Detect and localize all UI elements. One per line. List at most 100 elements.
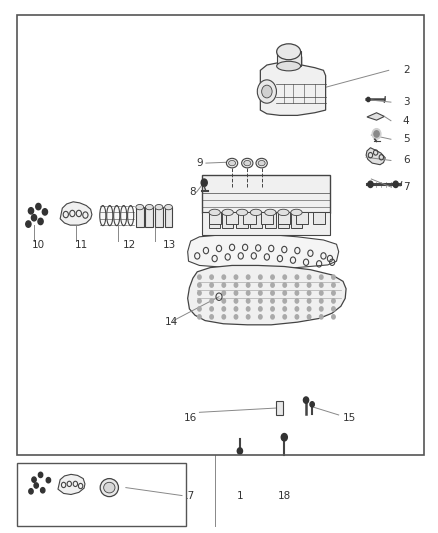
Circle shape [26, 221, 31, 227]
Circle shape [198, 307, 201, 311]
Ellipse shape [155, 205, 163, 210]
Circle shape [234, 275, 238, 279]
Circle shape [310, 402, 314, 407]
Text: 5: 5 [403, 134, 410, 144]
Circle shape [222, 315, 226, 319]
Circle shape [234, 283, 238, 287]
Circle shape [332, 315, 335, 319]
Text: 13: 13 [162, 240, 176, 251]
Circle shape [332, 307, 335, 311]
Ellipse shape [277, 61, 300, 71]
Circle shape [201, 179, 207, 187]
Circle shape [234, 291, 238, 295]
Ellipse shape [277, 44, 300, 60]
Bar [145, 207, 153, 227]
Bar [17, 463, 186, 526]
Ellipse shape [222, 209, 233, 216]
Circle shape [307, 291, 311, 295]
Bar [278, 213, 289, 228]
Circle shape [367, 98, 370, 102]
Text: 16: 16 [184, 413, 198, 423]
Circle shape [247, 275, 250, 279]
Circle shape [234, 315, 238, 319]
Circle shape [261, 85, 272, 98]
Circle shape [283, 307, 286, 311]
Circle shape [222, 275, 226, 279]
Bar [276, 401, 283, 415]
Circle shape [42, 209, 47, 215]
Circle shape [198, 283, 201, 287]
Circle shape [283, 283, 286, 287]
Ellipse shape [265, 209, 276, 216]
Circle shape [281, 433, 287, 441]
Bar [296, 213, 308, 224]
Ellipse shape [120, 206, 127, 225]
Polygon shape [367, 113, 385, 120]
Text: 6: 6 [403, 156, 410, 165]
Circle shape [210, 307, 213, 311]
Circle shape [41, 488, 45, 493]
Circle shape [271, 315, 274, 319]
Bar [278, 213, 290, 224]
Ellipse shape [291, 209, 302, 216]
Circle shape [307, 283, 311, 287]
Circle shape [332, 299, 335, 303]
Circle shape [307, 299, 311, 303]
Bar [209, 213, 220, 228]
Circle shape [368, 181, 373, 188]
Circle shape [332, 283, 335, 287]
Circle shape [332, 291, 335, 295]
Polygon shape [366, 148, 385, 165]
Polygon shape [187, 233, 339, 269]
Circle shape [39, 472, 43, 478]
Circle shape [372, 128, 381, 139]
Bar [155, 207, 163, 227]
Bar [291, 213, 302, 228]
Circle shape [210, 299, 213, 303]
Bar [237, 213, 248, 228]
Bar [244, 213, 255, 224]
Circle shape [247, 299, 250, 303]
Circle shape [38, 218, 43, 224]
Circle shape [29, 489, 33, 494]
Ellipse shape [229, 160, 236, 166]
Circle shape [258, 283, 262, 287]
Circle shape [307, 315, 311, 319]
Bar [165, 207, 173, 227]
Circle shape [247, 291, 250, 295]
Circle shape [271, 291, 274, 295]
Circle shape [258, 307, 262, 311]
Bar [265, 213, 276, 228]
Circle shape [283, 275, 286, 279]
Text: 7: 7 [403, 182, 410, 192]
Circle shape [222, 299, 226, 303]
Circle shape [307, 275, 311, 279]
Bar [251, 213, 261, 228]
Circle shape [258, 291, 262, 295]
Bar [226, 213, 238, 224]
Ellipse shape [145, 205, 153, 210]
Circle shape [32, 215, 37, 221]
Text: 2: 2 [403, 66, 410, 75]
Circle shape [295, 307, 299, 311]
Text: 14: 14 [165, 317, 178, 327]
Bar [17, 14, 424, 455]
Bar [222, 213, 233, 228]
Ellipse shape [251, 209, 261, 216]
Polygon shape [58, 474, 85, 495]
Ellipse shape [237, 209, 248, 216]
Ellipse shape [226, 158, 238, 168]
Circle shape [320, 315, 323, 319]
Text: 9: 9 [196, 158, 203, 168]
Ellipse shape [136, 205, 144, 210]
Circle shape [198, 275, 201, 279]
Circle shape [258, 315, 262, 319]
Ellipse shape [258, 160, 265, 166]
Text: 4: 4 [403, 116, 410, 126]
Circle shape [320, 307, 323, 311]
Circle shape [198, 291, 201, 295]
Circle shape [28, 208, 34, 214]
Ellipse shape [114, 206, 120, 225]
Circle shape [295, 283, 299, 287]
Circle shape [320, 275, 323, 279]
